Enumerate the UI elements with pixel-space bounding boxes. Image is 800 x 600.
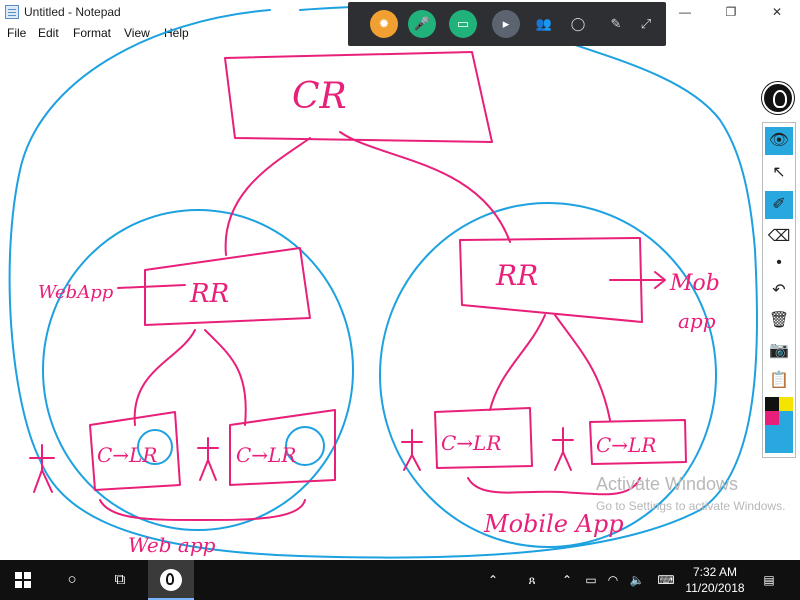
fullscreen-icon[interactable]: ⤢ (640, 16, 652, 31)
annotate-icon[interactable]: ✎ (610, 16, 622, 31)
webapp-arrow (117, 271, 186, 306)
dot-icon[interactable]: • (776, 254, 782, 271)
clipboard-icon[interactable]: 📋 (769, 372, 789, 389)
apps-icon[interactable]: ✹ (370, 10, 398, 38)
cr-to-left-rr (224, 137, 311, 256)
watermark-title: Activate Windows (596, 474, 739, 494)
pen-tools-panel: 👁 ↖ ✐ ⌫ • ↶ 🗑 📷 📋 (762, 122, 796, 458)
language-icon[interactable]: ⌨ (657, 573, 675, 587)
left-client-1-highlight (137, 429, 173, 465)
swatch-blue[interactable] (779, 411, 793, 425)
cr-label: CR (292, 76, 347, 117)
search-circle-icon[interactable]: ○ (67, 571, 77, 588)
highlighter-icon[interactable]: ✐ (765, 191, 793, 219)
taskbar: ○ ⧉ ⌃ ጸ ⌃ ▭ ◠ 🔈 ⌨ 7:32 AM 11/20/2018 ▤ (0, 560, 800, 600)
right-rr-to-c2 (554, 314, 611, 421)
screen-share-icon[interactable]: ▭ (449, 10, 477, 38)
user-figure-mid-left (197, 437, 219, 481)
mob-label: Mob (669, 271, 720, 296)
show-hidden-icons[interactable]: ⌃ (561, 573, 573, 587)
taskbar-clock[interactable]: 7:32 AM 11/20/2018 (680, 564, 750, 596)
start-windows-icon[interactable] (0, 560, 46, 600)
camera-capture-icon[interactable]: 📷 (769, 342, 789, 359)
close-button[interactable]: ✕ (771, 5, 783, 19)
meeting-toolbar: ✹ 🎤 ▭ ▸ 👥 ◯ ✎ ⤢ (348, 2, 666, 46)
menu-help[interactable]: Help (164, 26, 189, 40)
menu-file[interactable]: File (7, 26, 27, 40)
mob-arrow (609, 271, 666, 289)
mic-icon[interactable]: 🎤 (408, 10, 436, 38)
left-brace (99, 499, 306, 521)
clock-time: 7:32 AM (692, 565, 738, 579)
window-title: Untitled - Notepad (24, 5, 121, 19)
right-rr-label: RR (495, 259, 538, 292)
app-label: app (678, 309, 716, 333)
menu-view[interactable]: View (124, 26, 150, 40)
left-rr-box (144, 247, 311, 326)
watermark-subtitle: Go to Settings to activate Windows. (596, 499, 786, 513)
right-client-1-box (434, 407, 533, 469)
left-group-circle (42, 209, 354, 531)
left-client-1-box (89, 411, 181, 491)
pen-app-logo-icon[interactable] (762, 82, 794, 114)
right-client-2-box (589, 419, 687, 465)
left-client-2-highlight (285, 426, 325, 466)
trash-icon[interactable]: 🗑 (768, 312, 790, 329)
activate-windows-watermark: Activate Windows Go to Settings to activ… (596, 474, 785, 513)
chat-icon[interactable]: ◯ (570, 16, 586, 31)
user-figure-right (552, 427, 574, 471)
left-rr-label: RR (189, 279, 229, 309)
left-client-2-box (229, 409, 336, 486)
pen-toolbar: 👁 ↖ ✐ ⌫ • ↶ 🗑 📷 📋 (760, 80, 796, 460)
swatch-black[interactable] (765, 397, 779, 411)
webapp-bottom-label: Web app (128, 533, 216, 557)
current-color-swatch[interactable] (765, 425, 793, 453)
left-client-2-label: C→LR (236, 443, 296, 467)
right-client-2-label: C→LR (596, 433, 656, 457)
tray-divider-icon: ⌃ (488, 573, 499, 587)
eraser-icon[interactable]: ⌫ (767, 228, 791, 245)
volume-icon[interactable]: 🔈 (629, 573, 645, 587)
user-figure-mid-right (401, 429, 423, 471)
left-rr-to-c2 (204, 329, 247, 426)
left-rr-to-c1 (133, 329, 196, 426)
notepad-icon (5, 5, 19, 19)
notifications-icon[interactable]: ▤ (763, 573, 775, 587)
cr-to-right-rr (339, 131, 511, 243)
people-icon[interactable]: ጸ (528, 573, 536, 587)
battery-icon[interactable]: ▭ (585, 573, 597, 587)
left-client-1-label: C→LR (97, 443, 157, 467)
maximize-button[interactable]: ❐ (725, 5, 737, 19)
cr-box (224, 51, 493, 143)
camera-icon[interactable]: ▸ (492, 10, 520, 38)
view-icon[interactable]: 👁 (765, 127, 793, 155)
pen-app-taskbar-icon[interactable] (148, 560, 194, 600)
menu-format[interactable]: Format (73, 26, 112, 40)
mobile-app-label: Mobile App (483, 510, 624, 538)
undo-icon[interactable]: ↶ (772, 282, 786, 299)
pointer-icon[interactable]: ↖ (772, 164, 786, 181)
wifi-icon[interactable]: ◠ (607, 573, 619, 587)
webapp-side-label: WebApp (38, 282, 114, 303)
right-client-1-label: C→LR (441, 431, 501, 455)
swatch-yellow[interactable] (779, 397, 793, 411)
participants-icon[interactable]: 👥 (535, 16, 553, 31)
minimize-button[interactable]: — (679, 5, 691, 19)
swatch-pink[interactable] (765, 411, 779, 425)
right-rr-box (459, 237, 643, 323)
menu-edit[interactable]: Edit (38, 26, 59, 40)
clock-date: 11/20/2018 (685, 581, 745, 595)
right-rr-to-c1 (489, 314, 546, 411)
task-view-icon[interactable]: ⧉ (114, 571, 126, 588)
user-figure-left (29, 444, 55, 493)
